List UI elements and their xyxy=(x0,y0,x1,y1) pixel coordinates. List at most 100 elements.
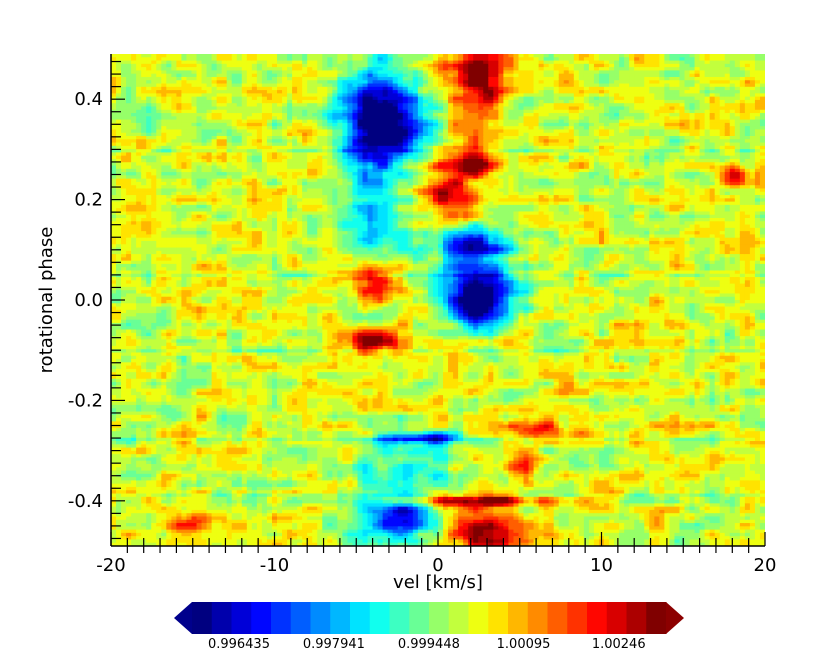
heatmap-cell xyxy=(181,516,188,521)
heatmap-cell xyxy=(181,149,188,153)
heatmap-cell xyxy=(161,224,167,229)
heatmap-cell xyxy=(126,139,132,144)
heatmap-cell xyxy=(116,90,122,94)
heatmap-cell xyxy=(121,519,127,524)
heatmap-cell xyxy=(111,280,117,285)
heatmap-cell xyxy=(176,250,183,255)
heatmap-cell xyxy=(171,99,177,104)
heatmap-cell xyxy=(176,283,183,288)
heatmap-cell xyxy=(181,67,188,71)
heatmap-cell xyxy=(156,280,162,285)
heatmap-cell xyxy=(151,309,157,314)
heatmap-cell xyxy=(146,54,152,58)
heatmap-cell xyxy=(126,234,132,239)
heatmap-cell xyxy=(116,500,122,504)
heatmap-cell xyxy=(126,454,132,459)
heatmap-cell xyxy=(181,444,188,449)
heatmap-cell xyxy=(131,267,137,272)
heatmap-cell xyxy=(121,427,127,432)
heatmap-cell xyxy=(151,523,157,527)
heatmap-cell xyxy=(121,300,127,304)
heatmap-cell xyxy=(181,470,188,475)
heatmap-cell xyxy=(171,155,177,160)
heatmap-cell xyxy=(156,513,162,518)
heatmap-cell xyxy=(141,332,147,337)
heatmap-cell xyxy=(111,355,117,360)
heatmap-cell xyxy=(171,454,177,459)
heatmap-cell xyxy=(121,122,127,127)
heatmap-cell xyxy=(111,277,117,281)
heatmap-cell xyxy=(176,483,183,488)
heatmap-cell xyxy=(116,201,122,206)
heatmap-cell xyxy=(136,198,142,203)
heatmap-cell xyxy=(181,191,188,196)
heatmap-cell xyxy=(111,254,117,258)
heatmap-cell xyxy=(131,427,137,432)
heatmap-cell xyxy=(136,378,142,383)
heatmap-cell xyxy=(131,86,137,91)
heatmap-cell xyxy=(131,116,137,121)
heatmap-cell xyxy=(156,109,162,114)
heatmap-cell xyxy=(131,519,137,524)
heatmap-cell xyxy=(116,355,122,360)
heatmap-cell xyxy=(166,149,172,153)
heatmap-cell xyxy=(161,536,167,541)
heatmap-cell xyxy=(156,273,162,278)
heatmap-cell xyxy=(136,218,142,222)
heatmap-cell xyxy=(136,142,142,147)
heatmap-cell xyxy=(166,54,172,58)
heatmap-cell xyxy=(126,385,132,390)
heatmap-cell xyxy=(161,57,167,62)
heatmap-cell xyxy=(126,349,132,354)
heatmap-cell xyxy=(136,319,142,324)
heatmap-cell xyxy=(156,168,162,173)
heatmap-cell xyxy=(146,60,152,65)
heatmap-cell xyxy=(126,175,132,180)
heatmap-cell xyxy=(141,80,147,85)
heatmap-cell xyxy=(181,86,188,91)
heatmap-cell xyxy=(141,113,147,117)
heatmap-cell xyxy=(141,378,147,383)
heatmap-cell xyxy=(141,532,147,537)
heatmap-cell xyxy=(146,303,152,308)
heatmap-cell xyxy=(176,408,183,413)
heatmap-cell xyxy=(116,221,122,226)
heatmap-cell xyxy=(181,122,188,127)
heatmap-cell xyxy=(166,227,172,232)
heatmap-cell xyxy=(121,224,127,229)
heatmap-cell xyxy=(166,240,172,245)
heatmap-cell xyxy=(161,126,167,131)
heatmap-cell xyxy=(151,332,157,337)
heatmap-cell xyxy=(176,460,183,465)
heatmap-cell xyxy=(146,122,152,127)
heatmap-cell xyxy=(151,247,157,252)
heatmap-cell xyxy=(141,414,147,419)
heatmap-cell xyxy=(166,464,172,468)
heatmap-cell xyxy=(171,198,177,203)
heatmap-cell xyxy=(126,218,132,222)
heatmap-cell xyxy=(111,267,117,272)
heatmap-cell xyxy=(121,493,127,498)
heatmap-cell xyxy=(111,175,117,180)
heatmap-cell xyxy=(116,152,122,157)
heatmap-cell xyxy=(116,342,122,347)
heatmap-cell xyxy=(156,372,162,377)
heatmap-cell xyxy=(116,378,122,383)
heatmap-cell xyxy=(161,103,167,108)
heatmap-cell xyxy=(131,227,137,232)
heatmap-cell xyxy=(131,73,137,78)
heatmap-cell xyxy=(171,437,177,442)
heatmap-cell xyxy=(141,368,147,373)
heatmap-cell xyxy=(181,421,188,426)
heatmap-cell xyxy=(181,368,188,373)
heatmap-cell xyxy=(161,257,167,262)
heatmap-cell xyxy=(151,211,157,216)
heatmap-cell xyxy=(146,185,152,190)
heatmap-cell xyxy=(146,158,152,163)
heatmap-cell xyxy=(111,404,117,409)
heatmap-cell xyxy=(181,106,188,111)
heatmap-cell xyxy=(136,283,142,288)
heatmap-cell xyxy=(146,532,152,537)
heatmap-cell xyxy=(121,460,127,465)
heatmap-cell xyxy=(121,486,127,491)
